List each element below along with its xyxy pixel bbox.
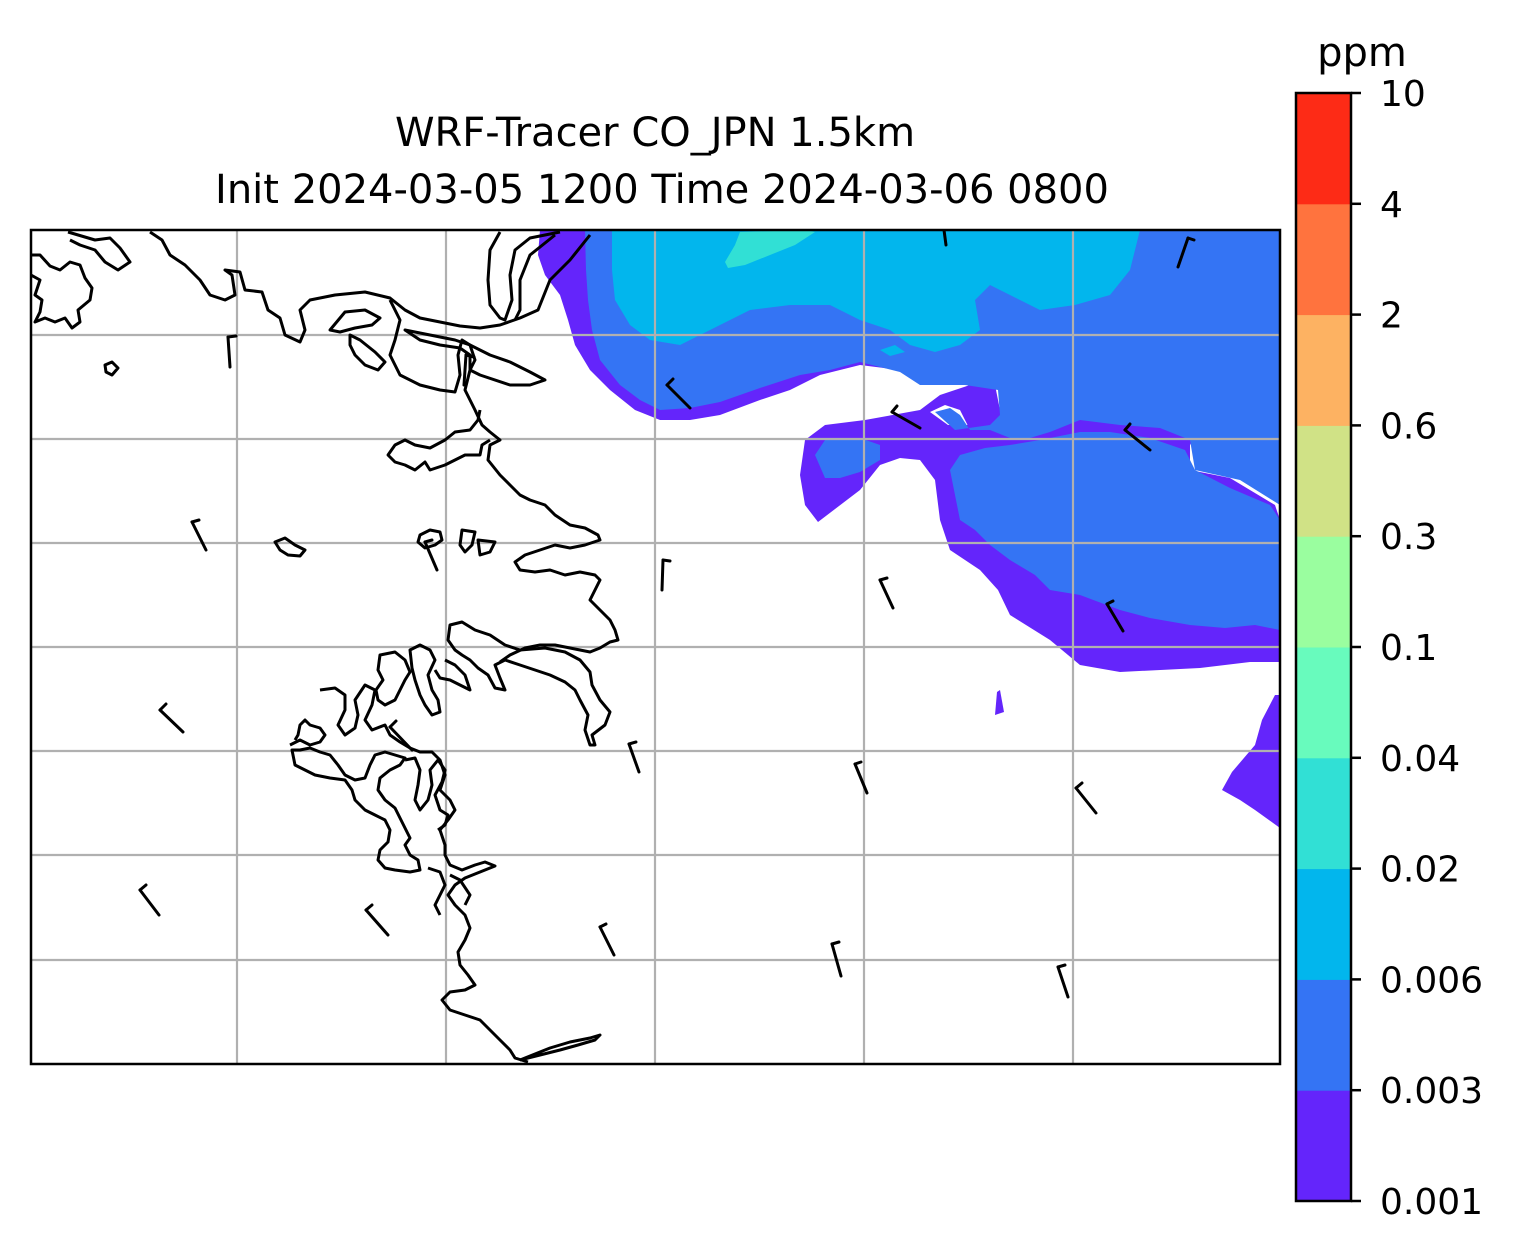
coastline-southwest-2 [374,643,472,717]
wind-barb [1123,422,1152,452]
coastline-bay-east [386,409,491,472]
colorbar-ticks: 0.001 0.003 0.006 0.02 0.04 0.1 0.3 0.6 2 4 10 [1351,74,1483,1223]
colorbar-tick-label: 2 [1380,296,1403,337]
wind-barb [388,719,414,752]
coastline-southern-bay [319,683,529,1064]
colorbar-segment [1296,203,1351,316]
colorbar-tick-label: 10 [1380,74,1426,115]
wind-barb [627,740,641,774]
wind-barb [890,404,922,430]
gridlines [31,230,1280,1064]
title-line-1: WRF-Tracer CO_JPN 1.5km [395,110,915,156]
colorbar-tick-label: 0.04 [1380,739,1460,780]
wind-barb [1074,781,1098,815]
coastline-southern-bay-2 [289,718,422,874]
wind-barb [364,903,390,937]
contour-level-2-patch [880,345,905,356]
wind-barb [158,702,185,734]
colorbar-segment [1296,93,1351,205]
colorbar: ppm 0.001 0.003 0.006 0.02 0.04 0.1 0.3 0.6 2 4 10 [1294,30,1483,1223]
colorbar-segments [1296,93,1351,1202]
wind-barb [830,940,843,978]
map-panel [31,230,1280,1064]
wind-barb [462,353,476,387]
coastline-loop-b [403,328,547,387]
wind-barb [1105,599,1125,633]
colorbar-segment [1296,425,1351,537]
wind-barb [878,576,895,610]
colorbar-segment [1296,868,1351,980]
colorbar-tick-label: 0.006 [1380,960,1483,1001]
wind-barb [665,377,692,410]
colorbar-segment [1296,536,1351,648]
wind-barb [226,334,238,369]
coastline-peninsula-top [328,308,382,334]
colorbar-tick-label: 0.3 [1380,517,1437,558]
title-line-2: Init 2024-03-05 1200 Time 2024-03-06 080… [215,167,1109,213]
wind-barb [853,760,869,795]
wind-barbs [138,230,1196,999]
coastline-southwest [446,620,612,747]
wind-barb [660,558,672,592]
coastline-loop-a [348,333,387,372]
wind-barb [598,922,616,957]
wind-barb [138,883,161,917]
coastline-north [67,230,592,344]
colorbar-segment [1296,314,1351,426]
colorbar-tick-label: 0.02 [1380,850,1460,891]
coastline-south-tip [519,1033,602,1062]
coastline-southern-bay-3 [404,756,450,832]
contour-level-1 [585,230,1280,630]
wind-barb [423,538,439,572]
wind-barb [190,518,208,552]
colorbar-tick-label: 0.6 [1380,406,1437,447]
coastline-islands-mid [103,360,497,558]
colorbar-segment [1296,979,1351,1091]
map-frame [29,228,1282,1066]
coastline-channel [486,230,561,322]
colorbar-segment [1296,647,1351,759]
concentration-contours [538,230,1280,828]
coastlines [31,230,620,1064]
colorbar-segment [1296,1090,1351,1202]
wind-barb [1056,963,1070,999]
wind-barb [1176,236,1196,269]
colorbar-tick-label: 0.003 [1380,1071,1483,1112]
colorbar-tick-label: 0.001 [1380,1182,1483,1223]
coastline-south-shore [427,866,472,916]
contour-level-0-patch-small [995,690,1004,715]
colorbar-unit-label: ppm [1317,30,1407,76]
contour-level-3 [725,230,815,268]
colorbar-segment [1296,757,1351,870]
colorbar-tick-label: 0.1 [1380,628,1437,669]
colorbar-frame [1294,91,1353,1203]
colorbar-tick-label: 4 [1380,185,1403,226]
coastline-west-edge [31,253,94,330]
wind-barb [942,230,948,247]
contour-level-0-patch-east [1222,695,1280,828]
